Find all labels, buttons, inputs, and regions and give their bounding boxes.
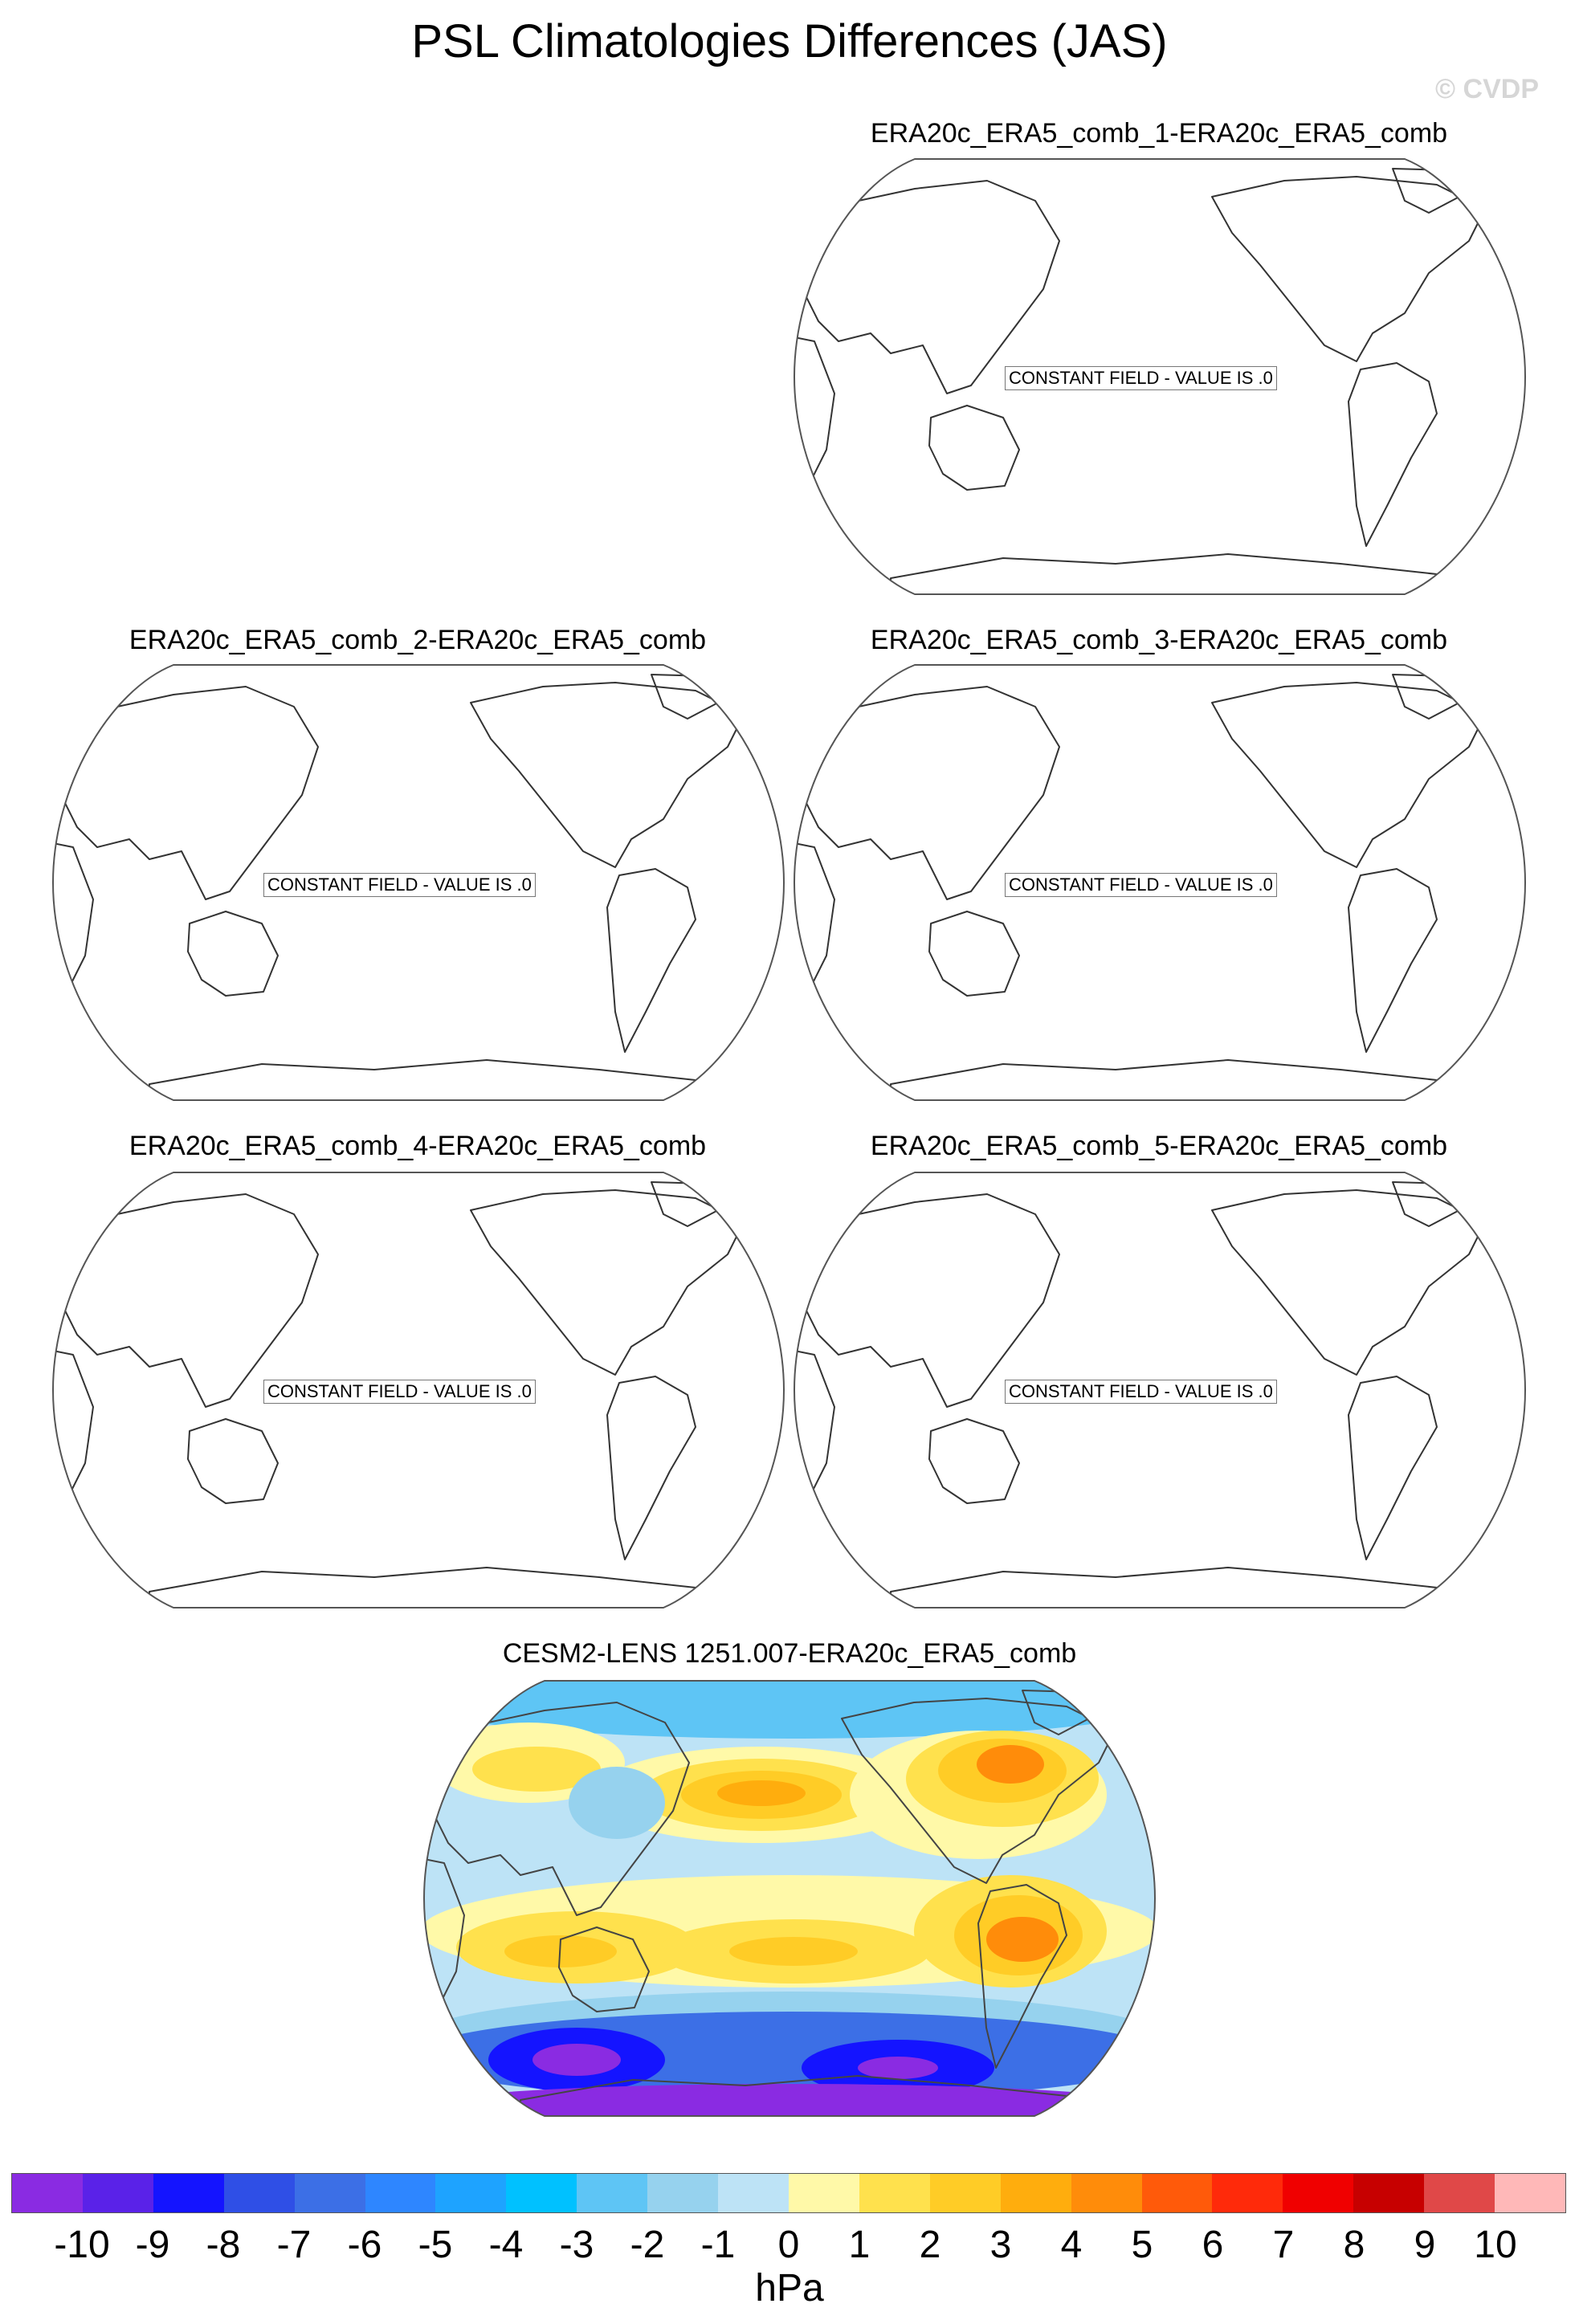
colorbar-tick-label: -2 (630, 2224, 665, 2266)
panel-title-1: ERA20c_ERA5_comb_1-ERA20c_ERA5_comb (870, 118, 1448, 149)
colorbar-swatch (859, 2174, 930, 2212)
colorbar-tick-label: -3 (559, 2224, 594, 2266)
colorbar-swatch (82, 2174, 153, 2212)
colorbar-tick-label: 0 (777, 2224, 800, 2266)
panel-title-4: ERA20c_ERA5_comb_4-ERA20c_ERA5_comb (129, 1131, 707, 1161)
colorbar-swatch (788, 2174, 859, 2212)
colorbar-tick-label: 2 (919, 2224, 941, 2266)
constant-field-label-4: CONSTANT FIELD - VALUE IS .0 (263, 1380, 536, 1404)
colorbar-tick-label: 4 (1060, 2224, 1083, 2266)
colorbar-tick-label: -10 (54, 2224, 110, 2266)
colorbar-swatch (1283, 2174, 1354, 2212)
colorbar-swatch (929, 2174, 1001, 2212)
colorbar-swatch (1212, 2174, 1283, 2212)
colorbar-tick-label: -5 (418, 2224, 453, 2266)
colorbar-swatch (294, 2174, 365, 2212)
colorbar-swatch (223, 2174, 295, 2212)
colorbar-tick-label: 5 (1131, 2224, 1153, 2266)
panel-title-6: CESM2-LENS 1251.007-ERA20c_ERA5_comb (502, 1638, 1077, 1669)
panel-map-1 (793, 158, 1527, 595)
constant-field-label-3: CONSTANT FIELD - VALUE IS .0 (1005, 873, 1277, 897)
colorbar-tick-label: 7 (1272, 2224, 1295, 2266)
colorbar-tick-label: 10 (1474, 2224, 1517, 2266)
colorbar-swatch (647, 2174, 719, 2212)
colorbar-tick-label: -7 (276, 2224, 312, 2266)
colorbar-tick-label: 3 (989, 2224, 1012, 2266)
colorbar-swatch (1353, 2174, 1425, 2212)
colorbar-swatch (1071, 2174, 1142, 2212)
constant-field-label-5: CONSTANT FIELD - VALUE IS .0 (1005, 1380, 1277, 1404)
colorbar-tick-label: 8 (1343, 2224, 1365, 2266)
panel-title-2: ERA20c_ERA5_comb_2-ERA20c_ERA5_comb (129, 625, 707, 655)
colorbar-swatch (1141, 2174, 1213, 2212)
panel-title-5: ERA20c_ERA5_comb_5-ERA20c_ERA5_comb (870, 1131, 1448, 1161)
panel-map-6-filled (422, 1680, 1157, 2117)
panel-map-2 (51, 664, 785, 1101)
colorbar-tick-label: -6 (347, 2224, 382, 2266)
colorbar-tick-label: 6 (1202, 2224, 1224, 2266)
figure-title: PSL Climatologies Differences (JAS) (411, 15, 1168, 67)
colorbar-tick-label: -1 (700, 2224, 736, 2266)
colorbar-tick-label: -8 (206, 2224, 241, 2266)
panel-map-4 (51, 1172, 785, 1608)
colorbar-tick-label: 9 (1414, 2224, 1436, 2266)
colorbar-tick-label: -4 (488, 2224, 524, 2266)
colorbar-swatch (577, 2174, 648, 2212)
colorbar-swatch (506, 2174, 577, 2212)
colorbar-swatch (718, 2174, 789, 2212)
colorbar-tick-label: 1 (848, 2224, 871, 2266)
colorbar-swatch (153, 2174, 224, 2212)
colorbar-swatch (1424, 2174, 1495, 2212)
colorbar-swatch (435, 2174, 507, 2212)
colorbar-swatch (365, 2174, 436, 2212)
colorbar-swatch (1495, 2174, 1565, 2212)
panel-map-5 (793, 1172, 1527, 1608)
constant-field-label-2: CONSTANT FIELD - VALUE IS .0 (263, 873, 536, 897)
constant-field-label-1: CONSTANT FIELD - VALUE IS .0 (1005, 366, 1277, 390)
colorbar-tick-label: -9 (135, 2224, 170, 2266)
colorbar-units: hPa (755, 2267, 824, 2310)
colorbar-swatch (1000, 2174, 1071, 2212)
colorbar-swatch (12, 2174, 83, 2212)
cvdp-watermark: © CVDP (1435, 74, 1539, 104)
colorbar (11, 2173, 1566, 2213)
panel-title-3: ERA20c_ERA5_comb_3-ERA20c_ERA5_comb (870, 625, 1448, 655)
panel-map-3 (793, 664, 1527, 1101)
